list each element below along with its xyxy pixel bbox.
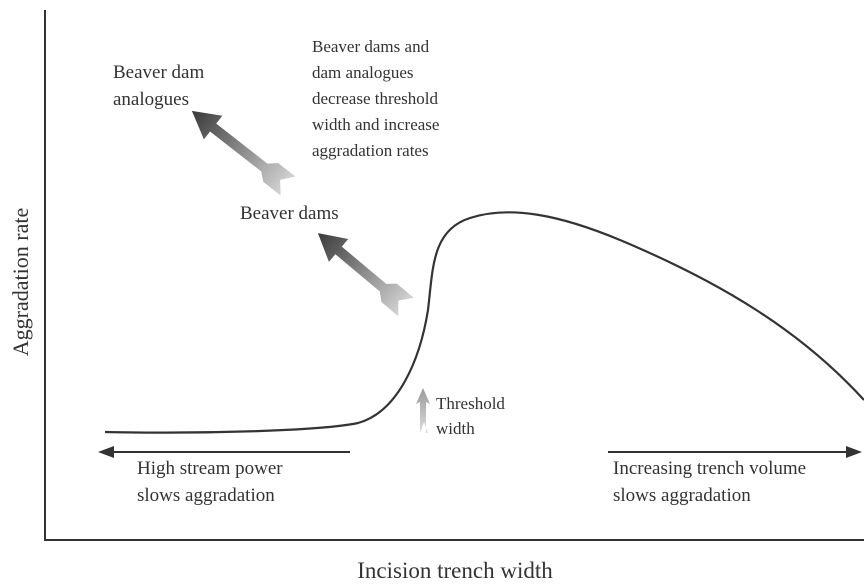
- right-arrow: [608, 446, 862, 458]
- beaver-dams-label: Beaver dams: [240, 203, 339, 224]
- left-arrow: [98, 446, 350, 458]
- right-note: Increasing trench volume: [613, 458, 806, 479]
- left-note: slows aggradation: [137, 485, 275, 506]
- curve: [104, 211, 864, 434]
- annotation-line: dam analogues: [312, 63, 414, 82]
- x-axis-label: Incision trench width: [357, 558, 553, 583]
- annotation-line: aggradation rates: [312, 141, 429, 160]
- threshold-arrow: [416, 388, 430, 433]
- arrow-dams: [317, 233, 414, 317]
- right-note: slows aggradation: [613, 485, 751, 506]
- threshold-label: width: [436, 419, 475, 438]
- left-note: High stream power: [137, 458, 283, 479]
- y-axis-label: Aggradation rate: [8, 208, 33, 356]
- labels: Beaver dam analogues Beaver dams and dam an…: [113, 37, 806, 506]
- analogues-label: analogues: [113, 89, 189, 110]
- annotation-line: decrease threshold: [312, 89, 439, 108]
- annotation-line: width and increase: [312, 115, 439, 134]
- arrow-analogues: [191, 110, 296, 196]
- analogues-label: Beaver dam: [113, 62, 204, 83]
- annotation-line: Beaver dams and: [312, 37, 430, 56]
- threshold-label: Threshold: [436, 394, 505, 413]
